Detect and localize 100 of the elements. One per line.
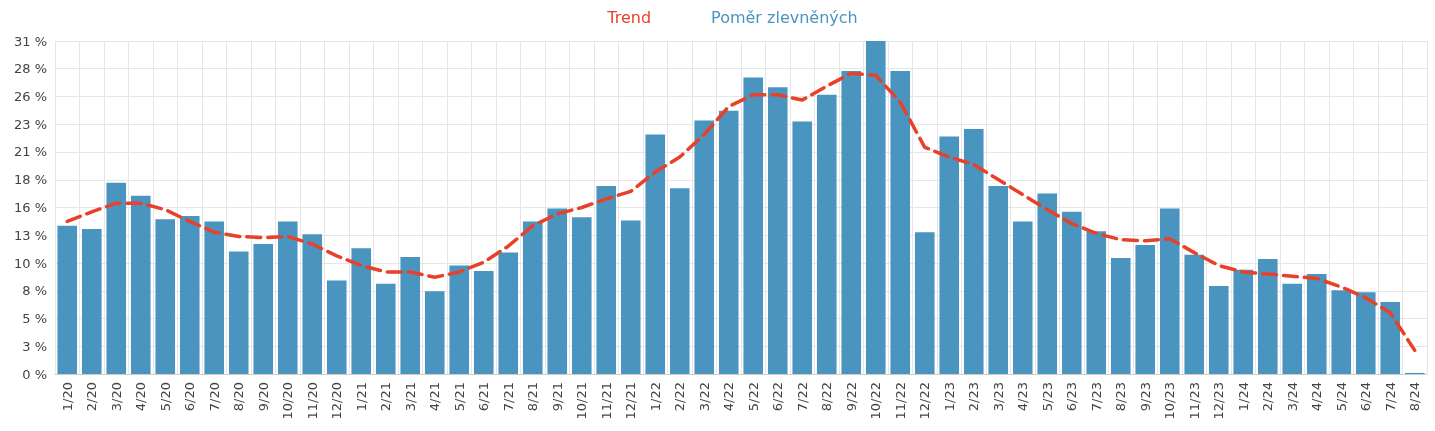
x-tick-label: 8/23: [1113, 382, 1129, 412]
x-tick-label: 7/21: [500, 382, 516, 412]
y-tick-label: 8 %: [22, 283, 47, 299]
bar: [400, 256, 421, 374]
y-tick-label: 0 %: [22, 366, 47, 382]
y-tick-label: 16 %: [13, 200, 47, 215]
bar: [1331, 290, 1352, 374]
x-tick-label: 5/22: [745, 382, 761, 412]
bar: [1184, 254, 1205, 374]
bar: [596, 186, 617, 374]
bar: [277, 221, 298, 374]
x-tick-label: 1/21: [353, 382, 369, 412]
bar: [81, 228, 102, 374]
bar: [620, 220, 641, 374]
x-tick-label: 9/21: [549, 382, 565, 412]
bar: [1208, 285, 1229, 374]
x-tick-label: 10/22: [868, 382, 884, 420]
x-tick-label: 10/20: [280, 382, 296, 420]
x-tick-label: 7/23: [1088, 382, 1104, 412]
x-tick-label: 5/24: [1333, 382, 1349, 412]
x-tick-label: 6/23: [1064, 382, 1080, 412]
x-tick-label: 12/22: [917, 382, 933, 420]
bar: [1306, 274, 1327, 374]
x-tick-label: 11/23: [1186, 382, 1202, 420]
x-tick-label: 5/23: [1039, 382, 1055, 412]
bar: [449, 265, 470, 374]
x-tick-label: 3/22: [696, 382, 712, 412]
x-tick-label: 1/20: [59, 382, 75, 412]
bar: [1355, 292, 1376, 374]
bar: [1061, 211, 1082, 374]
bar: [988, 186, 1009, 374]
bar: [253, 244, 274, 374]
y-tick-label: 28 %: [13, 61, 47, 77]
y-tick-label: 5 %: [22, 311, 47, 326]
series-label: Poměr zlevněných: [711, 7, 858, 27]
x-tick-label: 5/20: [157, 382, 173, 412]
bar: [179, 216, 200, 374]
text: Trend: [606, 7, 652, 27]
x-tick-label: 8/20: [231, 382, 247, 412]
x-tick-label: 2/23: [966, 382, 982, 412]
y-tick-label: 23 %: [13, 116, 47, 132]
bar: [498, 252, 519, 374]
bar: [718, 110, 739, 374]
x-tick-label: 9/20: [255, 382, 271, 412]
bar: [130, 195, 151, 374]
y-tick-label: 31 %: [13, 33, 47, 49]
y-tick-label: 21 %: [13, 144, 47, 160]
x-tick-label: 8/21: [525, 382, 541, 412]
x-tick-label: 3/24: [1284, 382, 1300, 412]
bar: [204, 221, 225, 374]
x-tick-label: 1/24: [1235, 382, 1251, 412]
bar: [1012, 221, 1033, 374]
x-tick-label: 1/23: [941, 382, 957, 412]
x-tick-label: 10/21: [574, 382, 590, 420]
x-tick-label: 6/21: [476, 382, 492, 412]
x-tick-label: 7/24: [1382, 382, 1398, 412]
x-tick-label: 9/23: [1137, 382, 1153, 412]
x-tick-label: 6/20: [182, 382, 198, 412]
x-tick-label: 11/21: [598, 382, 614, 420]
bar: [743, 77, 764, 374]
bar: [1135, 245, 1156, 374]
bar: [106, 182, 127, 374]
bar: [571, 217, 592, 374]
x-tick-label: 8/22: [819, 382, 835, 412]
x-tick-label: 6/24: [1358, 382, 1374, 412]
x-tick-label: 7/20: [206, 382, 222, 412]
x-tick-label: 11/20: [304, 382, 320, 420]
bar: [473, 270, 494, 374]
x-tick-label: 3/20: [108, 382, 124, 412]
bar: [1257, 259, 1278, 374]
x-tick-label: 2/20: [84, 382, 100, 412]
bar: [547, 208, 568, 374]
bar: [326, 280, 347, 374]
bar: [939, 136, 960, 374]
y-tick-label: 13 %: [13, 227, 47, 243]
line-series: [65, 71, 1417, 353]
bar: [792, 121, 813, 374]
x-tick-label: 2/22: [672, 382, 688, 412]
bar: [890, 71, 911, 374]
x-tick-label: 1/22: [647, 382, 663, 412]
bar: [522, 221, 543, 374]
y-tick-label: 26 %: [13, 89, 47, 104]
x-tick-label: 4/23: [1015, 382, 1031, 412]
y-tick-label: 10 %: [13, 255, 47, 271]
bar: [963, 129, 984, 374]
x-tick-label: 6/22: [770, 382, 786, 412]
bar: [816, 94, 837, 374]
x-tick-label: 4/24: [1309, 382, 1325, 412]
bar: [1233, 269, 1254, 374]
bar: [155, 219, 176, 374]
x-tick-label: 3/21: [402, 382, 418, 412]
bar: [865, 41, 886, 374]
bar: [1282, 283, 1303, 374]
x-tick-label: 9/22: [843, 382, 859, 412]
y-tick-label: 18 %: [13, 172, 47, 188]
bar: [841, 71, 862, 374]
bar: [1380, 302, 1401, 374]
x-tick-label: 5/21: [451, 382, 467, 412]
bar: [645, 134, 666, 374]
x-tick-label: 2/21: [378, 382, 394, 412]
